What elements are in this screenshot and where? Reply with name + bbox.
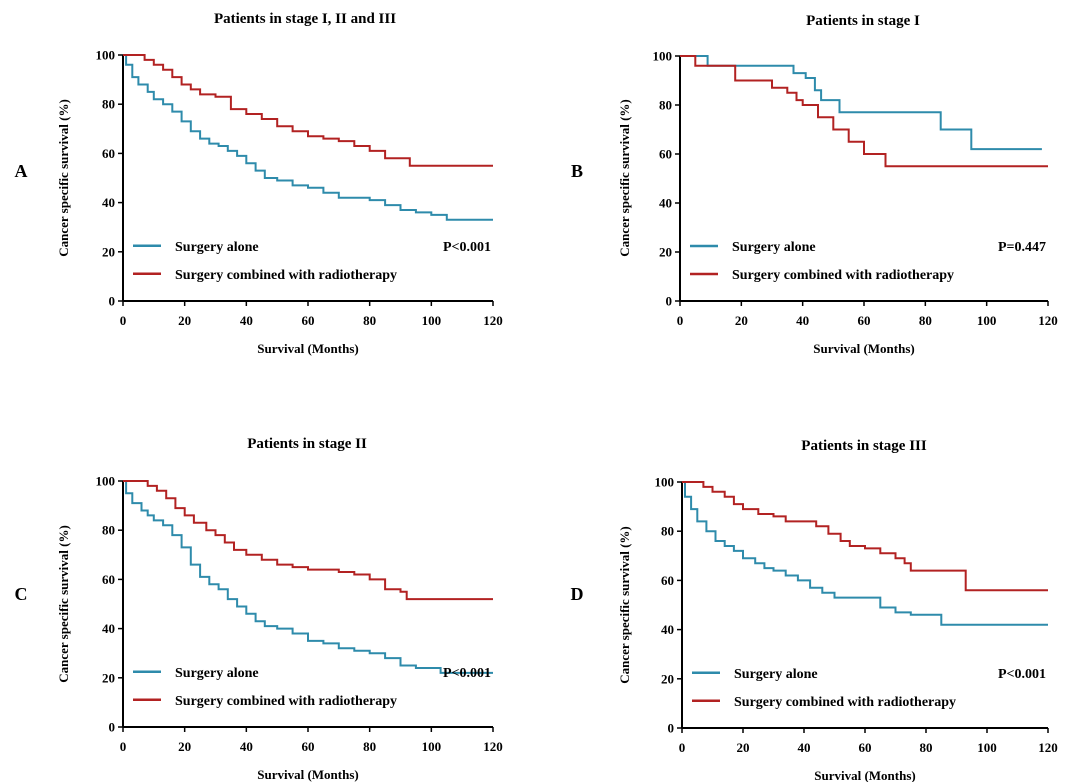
x-axis-label: Survival (Months) (814, 768, 915, 782)
x-tick-label: 80 (920, 740, 933, 755)
x-tick-label: 40 (796, 313, 809, 328)
x-tick-label: 120 (483, 739, 503, 754)
x-tick-label: 20 (178, 313, 191, 328)
y-tick-label: 100 (96, 48, 116, 63)
p-value-label: P<0.001 (443, 240, 491, 255)
x-tick-label: 80 (363, 313, 376, 328)
legend-label: Surgery alone (175, 240, 259, 255)
y-tick-label: 80 (661, 524, 674, 539)
x-tick-label: 100 (422, 313, 442, 328)
y-tick-label: 20 (102, 244, 115, 259)
y-tick-label: 80 (102, 523, 115, 538)
survival-curve-surgery-alone (682, 481, 1048, 626)
chart-title: Patients in stage III (801, 438, 927, 454)
legend-label: Surgery combined with radiotherapy (732, 268, 954, 283)
panel-label: A (15, 161, 28, 181)
y-axis-label: Cancer specific survival (%) (56, 99, 71, 257)
x-tick-label: 120 (1038, 313, 1058, 328)
x-tick-label: 60 (302, 739, 315, 754)
chart-panel-b: Patients in stage I B 0 20 40 60 80 100 0 20 40 60 8… (571, 13, 1058, 356)
legend-label: Surgery alone (732, 240, 816, 255)
x-tick-label: 20 (178, 739, 191, 754)
chart-title: Patients in stage I, II and III (214, 11, 396, 27)
survival-curve-surgery-radiotherapy (123, 480, 493, 601)
p-value-label: P<0.001 (998, 667, 1046, 682)
x-tick-label: 60 (858, 313, 871, 328)
y-tick-label: 60 (102, 572, 115, 587)
x-tick-label: 40 (798, 740, 811, 755)
panel-label: D (571, 584, 584, 604)
y-tick-label: 100 (653, 49, 673, 64)
y-tick-label: 60 (102, 146, 115, 161)
y-tick-label: 100 (655, 475, 675, 490)
survival-curve-surgery-alone (123, 480, 493, 674)
y-tick-label: 40 (102, 621, 115, 636)
x-tick-label: 40 (240, 313, 253, 328)
chart-panel-c: Patients in stage II C 0 20 40 60 80 100 0 20 40 60… (15, 436, 503, 782)
x-tick-label: 100 (977, 740, 997, 755)
y-tick-label: 0 (668, 721, 675, 736)
survival-curve-surgery-radiotherapy (682, 481, 1048, 592)
x-axis-label: Survival (Months) (257, 767, 358, 782)
x-tick-label: 20 (737, 740, 750, 755)
y-tick-label: 20 (659, 245, 672, 260)
x-tick-label: 120 (483, 313, 503, 328)
survival-curve-surgery-radiotherapy (123, 54, 493, 167)
panel-label: B (571, 161, 583, 181)
survival-curve-surgery-alone (680, 55, 1042, 151)
chart-panel-a: Patients in stage I, II and III A 0 20 40 60 8… (15, 11, 503, 356)
legend-label: Surgery combined with radiotherapy (175, 268, 397, 283)
y-tick-label: 80 (102, 97, 115, 112)
y-axis-label: Cancer specific survival (%) (617, 99, 632, 257)
legend-label: Surgery alone (734, 667, 818, 682)
x-tick-label: 120 (1038, 740, 1058, 755)
survival-curve-surgery-radiotherapy (680, 55, 1048, 168)
x-tick-label: 0 (120, 313, 127, 328)
x-tick-label: 60 (302, 313, 315, 328)
x-tick-label: 60 (859, 740, 872, 755)
legend-label: Surgery combined with radiotherapy (734, 695, 956, 710)
x-axis-label: Survival (Months) (257, 341, 358, 356)
y-tick-label: 20 (102, 670, 115, 685)
x-tick-label: 20 (735, 313, 748, 328)
legend-label: Surgery combined with radiotherapy (175, 694, 397, 709)
x-tick-label: 0 (677, 313, 684, 328)
y-axis-label: Cancer specific survival (%) (617, 526, 632, 684)
y-tick-label: 100 (96, 474, 116, 489)
legend-label: Surgery alone (175, 666, 259, 681)
x-tick-label: 40 (240, 739, 253, 754)
chart-panel-d: Patients in stage III D 0 20 40 60 80 100 0 20 40 6… (571, 438, 1058, 782)
p-value-label: P=0.447 (998, 240, 1046, 255)
chart-title: Patients in stage II (247, 436, 367, 452)
panel-label: C (15, 584, 28, 604)
y-tick-label: 40 (659, 196, 672, 211)
x-tick-label: 100 (422, 739, 442, 754)
x-axis-label: Survival (Months) (813, 341, 914, 356)
x-tick-label: 80 (919, 313, 932, 328)
x-tick-label: 100 (977, 313, 997, 328)
x-tick-label: 0 (120, 739, 127, 754)
y-tick-label: 40 (661, 622, 674, 637)
y-tick-label: 60 (661, 573, 674, 588)
y-tick-label: 40 (102, 195, 115, 210)
survival-curve-surgery-alone (123, 54, 493, 221)
y-axis-label: Cancer specific survival (%) (56, 525, 71, 683)
x-tick-label: 0 (679, 740, 686, 755)
x-tick-label: 80 (363, 739, 376, 754)
chart-title: Patients in stage I (806, 13, 920, 29)
y-tick-label: 0 (666, 294, 673, 309)
y-tick-label: 0 (109, 294, 116, 309)
y-tick-label: 60 (659, 147, 672, 162)
y-tick-label: 20 (661, 671, 674, 686)
y-tick-label: 0 (109, 720, 116, 735)
p-value-label: P<0.001 (443, 666, 491, 681)
y-tick-label: 80 (659, 98, 672, 113)
